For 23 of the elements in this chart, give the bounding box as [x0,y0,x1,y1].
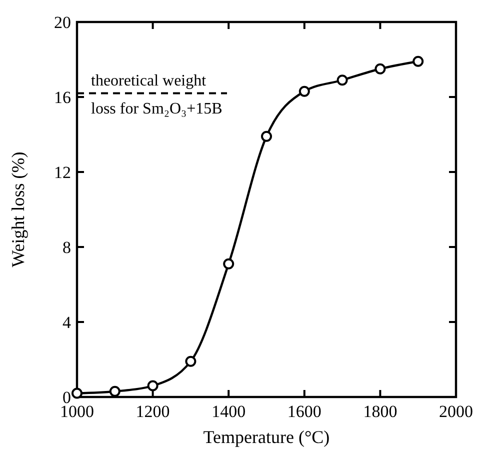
y-tick-label: 8 [62,238,71,257]
y-tick-label: 12 [54,163,71,182]
y-tick-label: 20 [54,13,71,32]
point [185,356,196,367]
ref-line-label: theoretical weight loss for Sm₂O₃+15B [91,72,222,118]
x-tick-label: 1600 [287,402,322,421]
x-tick-label: 1400 [212,402,246,421]
x-tick-label: 1200 [136,402,170,421]
x-axis-title: Temperature (°C) [203,427,330,447]
point [298,86,310,97]
point [336,74,348,86]
point [147,380,158,392]
y-tick-label: 16 [54,88,71,107]
x-tick-label: 1800 [363,402,398,421]
point [223,258,234,270]
x-tick-label: 2000 [439,402,473,421]
y-tick-label: 4 [62,313,72,332]
y-axis-title: Weight loss (%) [8,152,28,268]
point [412,56,424,67]
point [374,63,386,74]
point [109,386,120,397]
point [261,130,272,142]
point [72,388,82,399]
